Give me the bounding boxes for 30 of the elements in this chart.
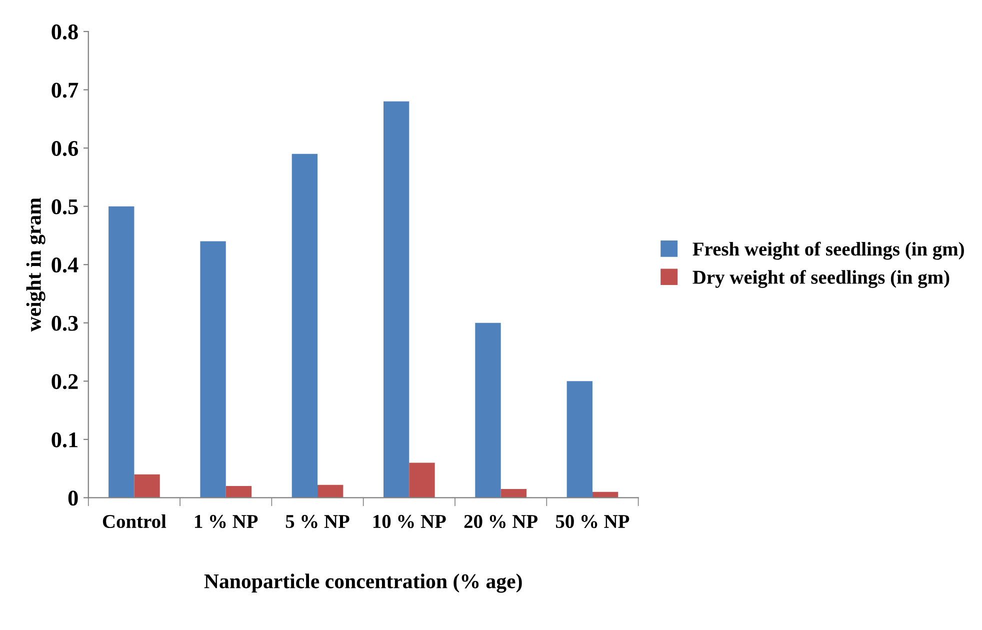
- x-tick-label: 5 % NP: [286, 514, 350, 528]
- y-tick-label: 0.1: [52, 432, 78, 448]
- legend-label: Fresh weight of seedlings (in gm): [692, 242, 964, 260]
- bar: [108, 206, 134, 498]
- bar: [384, 101, 410, 498]
- bar: [500, 488, 526, 498]
- y-tick-label: 0.4: [52, 258, 78, 273]
- x-tick-label: 10 % NP: [373, 514, 446, 528]
- x-axis-title: Nanoparticle concentration (% age): [204, 574, 522, 593]
- legend-label: Dry weight of seedlings (in gm): [692, 270, 950, 288]
- y-tick-label: 0.7: [52, 82, 78, 98]
- x-tick-label: 20 % NP: [464, 514, 538, 528]
- bar: [475, 322, 501, 498]
- bar: [318, 484, 344, 498]
- x-tick-label: 50 % NP: [556, 514, 630, 528]
- bar: [292, 154, 318, 498]
- y-tick-label: 0.3: [52, 316, 78, 331]
- x-tick-label: 1 % NP: [195, 514, 258, 528]
- y-axis-title: weight in gram: [26, 198, 46, 332]
- bar: [200, 241, 226, 498]
- y-tick-label: 0.8: [52, 24, 78, 40]
- y-tick-label: 0.2: [52, 374, 78, 390]
- y-tick-label: 0.5: [52, 199, 78, 214]
- x-tick-label: Control: [102, 514, 166, 528]
- bar: [409, 462, 435, 498]
- bar: [134, 474, 160, 498]
- y-tick-label: 0.6: [52, 140, 78, 156]
- bar: [566, 381, 592, 498]
- bar: [226, 486, 252, 498]
- y-tick-label: 0: [68, 490, 78, 506]
